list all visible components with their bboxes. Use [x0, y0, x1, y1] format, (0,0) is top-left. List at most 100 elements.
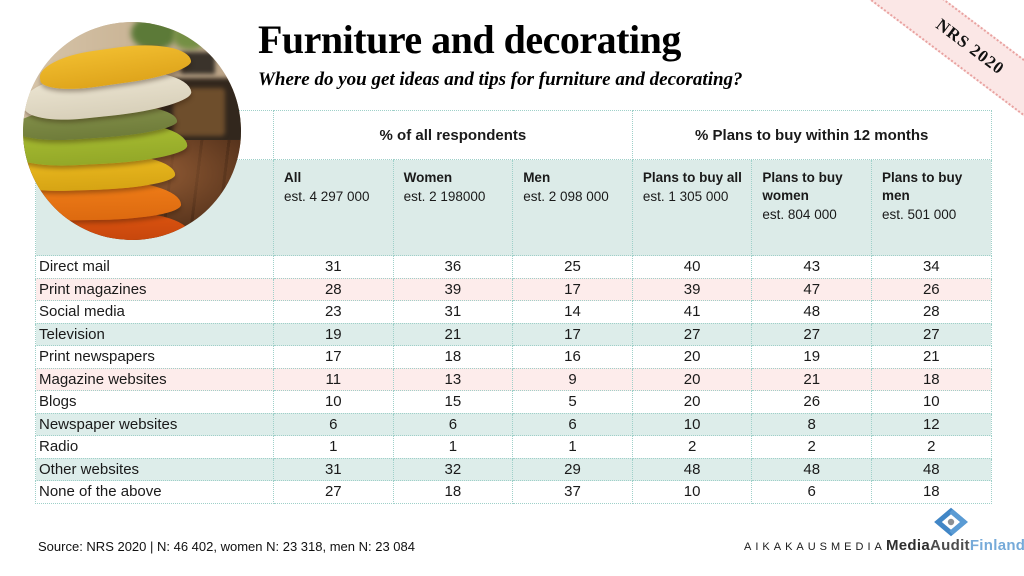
data-cell: 34: [871, 255, 992, 279]
data-cell: 48: [751, 300, 872, 324]
data-cell: 6: [512, 412, 633, 436]
data-cell: 18: [392, 345, 514, 369]
group-header-plans: % Plans to buy within 12 months: [631, 110, 992, 160]
data-cell: 26: [751, 390, 872, 414]
source-note: Source: NRS 2020 | N: 46 402, women N: 2…: [38, 539, 415, 554]
pillows-photo: [23, 22, 241, 240]
data-cell: 41: [631, 300, 753, 324]
data-cell: 6: [273, 412, 394, 436]
table-row: Television 19 21 17 27 27 27: [35, 322, 992, 346]
data-cell: 28: [871, 300, 992, 324]
row-label: Radio: [35, 435, 274, 459]
ribbon-label: NRS 2020: [932, 14, 1009, 79]
data-cell: 13: [392, 367, 514, 391]
table-row: Other websites 31 32 29 48 48 48: [35, 457, 992, 481]
row-label: Blogs: [35, 390, 274, 414]
data-cell: 21: [751, 367, 872, 391]
data-cell: 36: [392, 255, 514, 279]
data-cell: 9: [512, 367, 633, 391]
row-label: Social media: [35, 300, 274, 324]
row-label: Other websites: [35, 457, 274, 481]
table-row: Radio 1 1 1 2 2 2: [35, 435, 992, 459]
data-cell: 10: [631, 412, 753, 436]
data-cell: 27: [631, 322, 753, 346]
logo-text-media: Media: [886, 537, 931, 554]
data-cell: 29: [512, 457, 633, 481]
diamond-icon: [934, 507, 968, 537]
column-header-2: Men est. 2 098 000: [512, 159, 633, 256]
data-cell: 12: [871, 412, 992, 436]
data-cell: 39: [392, 277, 514, 301]
column-header-1: Women est. 2 198000: [392, 159, 514, 256]
table-row: Blogs 10 15 5 20 26 10: [35, 390, 992, 414]
table-row: Magazine websites 11 13 9 20 21 18: [35, 367, 992, 391]
data-cell: 18: [871, 480, 992, 504]
data-cell: 1: [512, 435, 633, 459]
data-cell: 20: [631, 390, 753, 414]
table-row: Social media 23 31 14 41 48 28: [35, 300, 992, 324]
data-cell: 19: [273, 322, 394, 346]
data-cell: 2: [631, 435, 753, 459]
logo-text-finland: Finland: [969, 537, 1024, 554]
data-cell: 11: [273, 367, 394, 391]
row-label: Print magazines: [35, 277, 274, 301]
data-cell: 31: [392, 300, 514, 324]
data-cell: 10: [871, 390, 992, 414]
table-row: Direct mail 31 36 25 40 43 34: [35, 255, 992, 279]
table-row: Newspaper websites 6 6 6 10 8 12: [35, 412, 992, 436]
data-cell: 31: [273, 457, 394, 481]
media-audit-finland-logo: MediaAuditFinland: [886, 507, 1024, 555]
data-cell: 37: [512, 480, 633, 504]
data-cell: 1: [392, 435, 514, 459]
data-cell: 17: [512, 277, 633, 301]
data-cell: 21: [871, 345, 992, 369]
data-cell: 19: [751, 345, 872, 369]
data-cell: 5: [512, 390, 633, 414]
data-cell: 48: [871, 457, 992, 481]
data-cell: 6: [392, 412, 514, 436]
data-cell: 27: [751, 322, 872, 346]
plant-decoration: [173, 24, 207, 50]
row-label: Direct mail: [35, 255, 274, 279]
data-cell: 31: [273, 255, 394, 279]
data-cell: 48: [751, 457, 872, 481]
data-cell: 14: [512, 300, 633, 324]
data-cell: 16: [512, 345, 633, 369]
data-cell: 10: [631, 480, 753, 504]
aikakausmedia-logo: AIKAKAUSMEDIA: [744, 541, 886, 553]
table-row: None of the above 27 18 37 10 6 18: [35, 480, 992, 504]
data-cell: 47: [751, 277, 872, 301]
data-cell: 39: [631, 277, 753, 301]
data-cell: 28: [273, 277, 394, 301]
group-header-respondents: % of all respondents: [273, 110, 633, 160]
data-cell: 20: [631, 367, 753, 391]
data-cell: 25: [512, 255, 633, 279]
column-header-3: Plans to buy all est. 1 305 000: [631, 159, 753, 256]
data-cell: 15: [392, 390, 514, 414]
column-header-4: Plans to buy women est. 804 000: [751, 159, 872, 256]
data-cell: 6: [751, 480, 872, 504]
data-cell: 32: [392, 457, 514, 481]
data-table: % of all respondents % Plans to buy with…: [35, 110, 992, 504]
column-header-0: All est. 4 297 000: [273, 159, 394, 256]
data-cell: 2: [751, 435, 872, 459]
data-cell: 21: [392, 322, 514, 346]
table-row: Print newspapers 17 18 16 20 19 21: [35, 345, 992, 369]
data-cell: 27: [273, 480, 394, 504]
page-subtitle: Where do you get ideas and tips for furn…: [258, 69, 743, 90]
data-cell: 18: [871, 367, 992, 391]
row-label: None of the above: [35, 480, 274, 504]
table-row: Print magazines 28 39 17 39 47 26: [35, 277, 992, 301]
data-cell: 43: [751, 255, 872, 279]
data-cell: 18: [392, 480, 514, 504]
row-label: Print newspapers: [35, 345, 274, 369]
data-cell: 2: [871, 435, 992, 459]
data-cell: 17: [512, 322, 633, 346]
row-label: Television: [35, 322, 274, 346]
page-title: Furniture and decorating: [258, 17, 681, 62]
data-cell: 20: [631, 345, 753, 369]
data-cell: 17: [273, 345, 394, 369]
logo-text-audit: Audit: [930, 537, 970, 554]
column-header-5: Plans to buy men est. 501 000: [871, 159, 992, 256]
